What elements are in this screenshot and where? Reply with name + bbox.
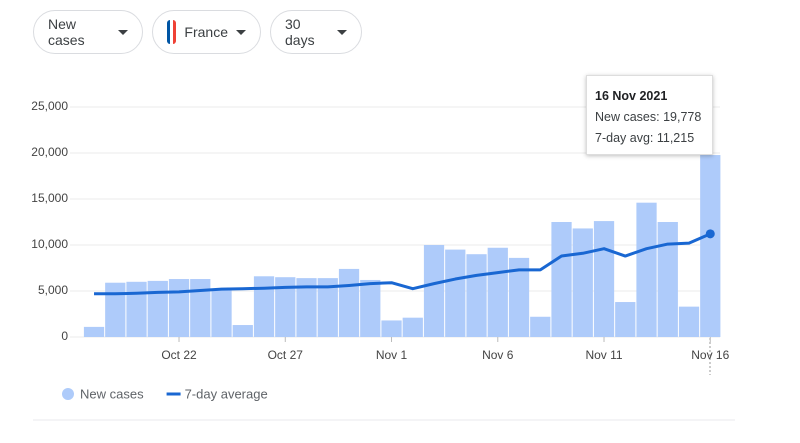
bar (487, 247, 508, 337)
tooltip: 16 Nov 2021 New cases: 19,778 7-day avg:… (586, 75, 713, 155)
bar (168, 279, 190, 337)
y-tick-label: 10,000 (31, 237, 68, 251)
y-tick-label: 20,000 (31, 145, 68, 159)
bar (678, 306, 700, 337)
bar (147, 280, 168, 337)
bar (530, 316, 551, 337)
bar (445, 249, 466, 337)
dropdown-label: 30 days (285, 16, 315, 48)
dropdown-label: New cases (48, 16, 85, 48)
flag-icon (167, 20, 177, 44)
bar (317, 278, 338, 337)
legend-swatch (62, 388, 74, 400)
bar (381, 320, 402, 337)
country-dropdown[interactable]: France (152, 10, 261, 54)
metric-dropdown[interactable]: New cases (33, 10, 143, 54)
dropdown-label: France (184, 24, 228, 40)
bar (83, 326, 105, 337)
bar (657, 222, 678, 337)
y-tick-label: 15,000 (31, 191, 68, 205)
bar (126, 281, 147, 337)
hover-point (705, 229, 715, 239)
bar (296, 278, 317, 337)
bar (232, 325, 253, 337)
legend-label: New cases (80, 386, 144, 401)
tooltip-title: 16 Nov 2021 (595, 89, 668, 103)
bar (253, 276, 275, 337)
bar (423, 245, 445, 337)
bar (275, 277, 296, 337)
bar (572, 228, 593, 337)
bar (466, 254, 487, 337)
y-tick-label: 0 (61, 329, 68, 343)
bar (211, 289, 232, 337)
tooltip-line: 7-day avg: 11,215 (595, 131, 695, 145)
bar (360, 279, 381, 337)
x-tick-label: Nov 11 (585, 348, 622, 362)
y-tick-label: 5,000 (38, 283, 68, 297)
bar (105, 282, 126, 337)
x-tick-label: Oct 22 (161, 348, 197, 362)
line (94, 232, 711, 296)
x-tick-label: Nov 16 (691, 348, 729, 362)
bar (700, 155, 721, 337)
bar (636, 202, 657, 337)
legend-label: 7-day average (185, 386, 268, 401)
bar (338, 268, 360, 337)
y-tick-label: 25,000 (31, 99, 68, 113)
bar (593, 221, 615, 337)
tooltip-line: New cases: 19,778 (595, 110, 702, 124)
range-dropdown[interactable]: 30 days (270, 10, 362, 54)
bar (190, 279, 211, 337)
x-tick-label: Oct 27 (268, 348, 304, 362)
bar (402, 317, 423, 337)
bar (551, 222, 572, 337)
bar (615, 302, 636, 337)
x-tick-label: Nov 6 (482, 348, 514, 362)
x-tick-label: Nov 1 (376, 348, 408, 362)
bar (508, 257, 530, 337)
